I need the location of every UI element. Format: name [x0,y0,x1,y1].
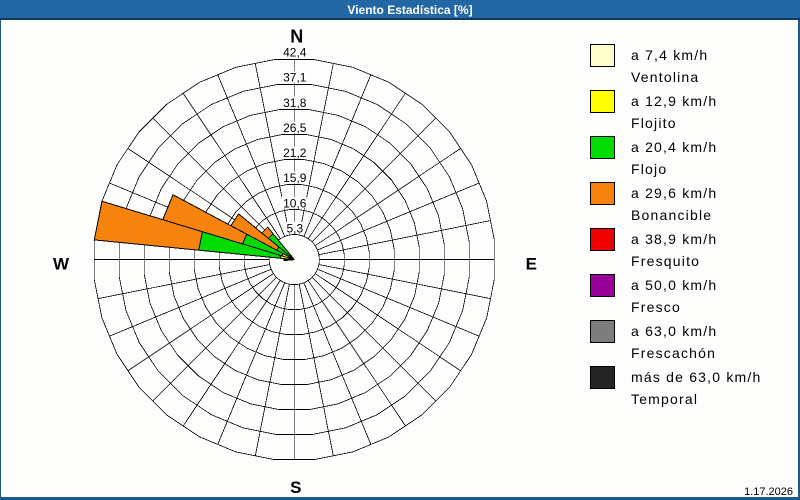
svg-text:15,9: 15,9 [283,171,307,185]
svg-text:21,2: 21,2 [283,146,307,160]
svg-text:W: W [53,255,70,274]
svg-text:10,6: 10,6 [283,196,307,210]
svg-text:N: N [290,27,303,47]
svg-text:E: E [526,255,537,274]
svg-text:5,3: 5,3 [286,222,303,236]
svg-text:26,5: 26,5 [283,121,307,135]
svg-text:S: S [290,478,301,497]
svg-text:42,4: 42,4 [283,46,307,60]
svg-text:31,8: 31,8 [283,96,307,110]
svg-text:37,1: 37,1 [283,71,307,85]
